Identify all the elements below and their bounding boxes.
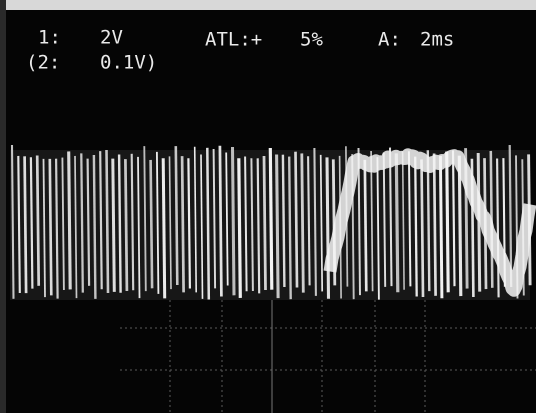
trace-segment <box>256 158 261 294</box>
trace-segment <box>193 146 198 293</box>
trace-segment <box>457 155 463 297</box>
trace-segment <box>29 157 34 289</box>
trace-segment <box>376 157 380 300</box>
trace-segment <box>187 158 191 289</box>
channel-1-label: 1: <box>38 27 61 49</box>
trigger-level: 5% <box>300 29 323 51</box>
trace-segment <box>323 148 536 297</box>
timebase-value: 2ms <box>420 29 454 51</box>
trace-segment <box>48 158 53 296</box>
readout: 1: 2V ATL:+ 5% A: 2ms (2: 0.1V) <box>26 27 454 74</box>
waveform <box>10 144 536 300</box>
trace-segment <box>325 157 331 299</box>
trace-segment <box>432 153 437 296</box>
trace-segment <box>262 156 267 291</box>
trace-segment <box>99 151 103 290</box>
trace-segment <box>300 153 305 293</box>
trace-segment <box>130 153 135 291</box>
trace-segment <box>230 146 236 296</box>
trace-segment <box>17 155 21 294</box>
trace-segment <box>149 159 154 289</box>
trace-segment <box>206 147 211 300</box>
trace-segment <box>407 151 412 287</box>
trace-segment <box>451 150 456 287</box>
trace-segment <box>174 146 179 286</box>
trace-segment <box>42 158 46 298</box>
trace-segment <box>237 158 242 298</box>
bezel <box>0 0 536 10</box>
trace-segment <box>35 155 41 286</box>
trace-segment <box>67 151 72 290</box>
bezel-left <box>0 0 6 413</box>
trace-segment <box>313 148 317 296</box>
graticule <box>120 300 536 413</box>
trace-segment <box>80 153 84 293</box>
trace-segment <box>225 152 229 286</box>
trace-segment <box>496 158 500 298</box>
trace-segment <box>414 156 418 297</box>
trace-segment <box>281 154 286 288</box>
trace-segment <box>319 154 324 292</box>
trace-segment <box>288 156 292 300</box>
trace-segment <box>137 156 141 299</box>
trace-segment <box>55 158 59 299</box>
trace-segment <box>23 156 28 294</box>
trace-segment <box>74 155 78 299</box>
trace-segment <box>92 154 97 299</box>
trace-segment <box>294 151 299 288</box>
trace-segment <box>105 149 110 293</box>
trace-segment <box>363 159 368 292</box>
trace-segment <box>117 154 122 293</box>
trace-segment <box>388 147 393 287</box>
trace-segment <box>61 157 65 290</box>
trigger-label: ATL:+ <box>205 29 262 51</box>
timebase-label: A: <box>378 29 401 51</box>
trace-segment <box>10 144 15 299</box>
trace-segment <box>111 158 116 292</box>
trace-segment <box>438 155 444 299</box>
trace-segment <box>508 145 513 287</box>
trace-segment <box>218 145 223 297</box>
trace-segment <box>357 148 361 296</box>
trace-segment <box>250 158 254 291</box>
trace-segment <box>268 147 274 290</box>
trace-segment <box>212 148 217 289</box>
trace-segment <box>307 156 311 286</box>
trace-segment <box>476 153 482 292</box>
trace-segment <box>86 158 91 286</box>
trace-segment <box>155 151 160 294</box>
channel-2-label: (2: <box>26 52 60 74</box>
trace-segment <box>401 151 405 290</box>
trace-segment <box>143 146 147 292</box>
trace-segment <box>394 153 400 293</box>
trace-segment <box>124 159 129 291</box>
trace-segment <box>426 150 431 292</box>
channel-1-scale: 2V <box>100 27 123 49</box>
trace-segment <box>161 158 167 299</box>
trace-segment <box>382 152 387 287</box>
trace-segment <box>445 151 450 293</box>
channel-2-scale: 0.1V) <box>100 52 157 74</box>
trace-segment <box>200 154 204 299</box>
trace-segment <box>420 159 425 298</box>
trace-segment <box>275 154 280 299</box>
trace-segment <box>370 150 374 292</box>
trace-segment <box>168 156 172 290</box>
trace-segment <box>244 156 248 292</box>
trace-segment <box>180 156 185 293</box>
